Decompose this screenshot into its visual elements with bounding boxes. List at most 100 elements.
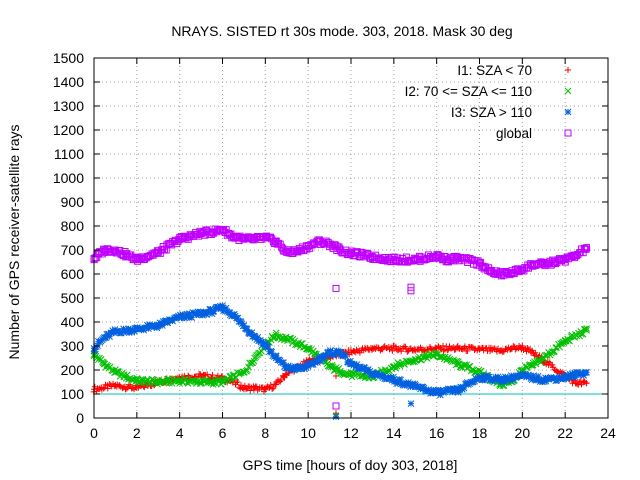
data-point (251, 354, 258, 362)
data-point (219, 226, 226, 234)
x-tick-label: 22 (557, 425, 573, 441)
data-point (273, 381, 280, 388)
data-point (104, 385, 111, 392)
data-point (411, 383, 419, 391)
data-point (373, 369, 381, 377)
data-point (476, 373, 483, 381)
series-layer (90, 225, 591, 421)
data-point (404, 348, 411, 355)
data-point (488, 377, 496, 385)
data-point (255, 337, 263, 345)
data-point (433, 351, 441, 358)
data-point (477, 258, 485, 266)
data-point (420, 384, 428, 392)
data-point (336, 367, 344, 375)
data-point (214, 376, 222, 384)
data-point (456, 363, 464, 371)
data-point (219, 304, 226, 311)
data-point (390, 256, 398, 264)
data-point (444, 347, 451, 354)
data-point (583, 244, 591, 252)
data-point (574, 250, 582, 258)
data-point (578, 330, 585, 338)
data-point (197, 378, 205, 386)
data-point (497, 347, 504, 354)
data-point (326, 349, 333, 357)
data-point (185, 233, 193, 241)
y-tick-label: 1200 (53, 122, 84, 138)
data-point (447, 345, 454, 352)
data-point (411, 256, 419, 264)
y-tick-label: 300 (61, 338, 85, 354)
data-point (315, 238, 323, 246)
data-point (369, 345, 376, 352)
data-point (486, 268, 494, 276)
x-tick-label: 10 (300, 425, 316, 441)
x-tick-label: 6 (219, 425, 227, 441)
data-point (463, 379, 471, 386)
data-point (390, 345, 397, 352)
data-point (251, 385, 258, 391)
y-tick-label: 1500 (53, 50, 84, 66)
data-point (272, 238, 280, 246)
data-point (583, 327, 590, 334)
data-point (299, 340, 306, 347)
legend-marker (564, 129, 572, 137)
data-point (572, 380, 579, 387)
data-point (427, 390, 434, 397)
data-point (535, 376, 543, 383)
data-point (458, 384, 465, 391)
data-point (530, 372, 538, 379)
x-tick-label: 20 (515, 425, 531, 441)
y-tick-label: 1000 (53, 170, 84, 186)
data-point (500, 378, 508, 385)
data-point (176, 313, 184, 321)
legend-label: I3: SZA > 110 (451, 105, 532, 120)
data-point (235, 370, 243, 378)
data-point-outlier (407, 287, 415, 295)
data-point (518, 372, 526, 380)
data-point (521, 370, 529, 378)
data-point (304, 363, 312, 370)
data-point (348, 349, 354, 355)
data-point (261, 341, 269, 349)
data-point (331, 349, 339, 357)
data-point (101, 360, 109, 368)
data-point (101, 246, 109, 254)
data-point-outlier (407, 283, 415, 291)
x-tick-label: 8 (261, 425, 269, 441)
data-point (518, 265, 526, 273)
y-tick-label: 600 (61, 266, 85, 282)
data-point (433, 389, 441, 397)
data-point (444, 258, 452, 266)
data-point (433, 252, 441, 260)
axis-ticks: 0 2 4 6 8 10 12 14 16 18 20 22 240100200300400500600… (53, 50, 616, 441)
y-tick-label: 800 (61, 218, 85, 234)
data-point (269, 386, 276, 393)
data-point (580, 244, 588, 252)
data-point (347, 357, 354, 365)
data-point (251, 333, 258, 340)
data-point (440, 347, 447, 354)
y-tick-label: 700 (61, 242, 85, 258)
data-point (526, 372, 534, 380)
data-point (390, 376, 398, 383)
data-point (158, 320, 165, 328)
y-axis-label: Number of GPS receiver-satellite rays (6, 125, 22, 360)
data-point (503, 377, 510, 385)
data-point (476, 346, 483, 353)
data-point (380, 372, 388, 380)
data-point (530, 350, 537, 357)
data-point (270, 385, 277, 392)
data-point (258, 341, 266, 349)
data-point (261, 234, 269, 242)
data-point (283, 370, 290, 377)
x-tick-label: 4 (176, 425, 184, 441)
data-point (222, 304, 230, 312)
data-point (390, 363, 398, 370)
data-point (248, 329, 256, 337)
data-point (141, 384, 148, 391)
data-point (240, 322, 248, 329)
data-point (508, 345, 515, 352)
data-point (507, 372, 515, 379)
